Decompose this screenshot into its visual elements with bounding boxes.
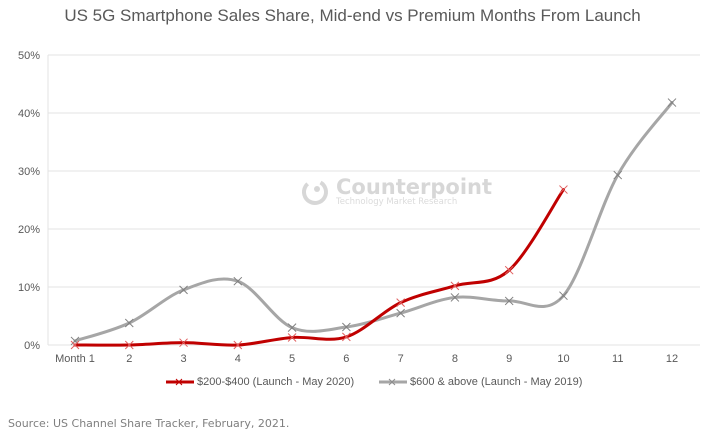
x-tick-label: 7 [398, 353, 404, 365]
gridlines [47, 54, 700, 346]
watermark-subtitle: Technology Market Research [336, 197, 458, 207]
series-line [73, 101, 674, 343]
watermark-brand: Counterpoint [336, 175, 493, 199]
legend-label-premium: $600 & above (Launch - May 2019) [410, 376, 583, 388]
x-tick-label: 8 [452, 353, 458, 365]
y-tick-label: 50% [18, 50, 40, 62]
x-tick-label: 10 [557, 353, 569, 365]
data-point-marker[interactable] [613, 170, 623, 180]
data-point-marker[interactable] [450, 281, 460, 291]
chart-title: US 5G Smartphone Sales Share, Mid-end vs… [64, 6, 641, 25]
series-mid-end [70, 185, 568, 350]
y-tick-label: 40% [18, 108, 40, 120]
x-tick-label: 9 [506, 353, 512, 365]
data-point-marker[interactable] [233, 340, 243, 350]
x-tick-label: 11 [612, 353, 623, 365]
x-tick-label: 2 [126, 353, 132, 365]
legend-item-premium[interactable]: $600 & above (Launch - May 2019) [378, 376, 582, 388]
legend-marker-premium [379, 378, 407, 386]
x-tick-label: 4 [235, 353, 241, 365]
data-point-marker[interactable] [124, 318, 134, 328]
data-point-marker[interactable] [504, 296, 514, 306]
data-point-marker[interactable] [396, 298, 405, 308]
data-point-marker[interactable] [179, 338, 188, 348]
legend-label-mid-end: $200-$400 (Launch - May 2020) [197, 376, 355, 388]
y-tick-label: 0% [24, 340, 40, 352]
data-point-marker[interactable] [287, 333, 297, 342]
data-point-marker[interactable] [179, 285, 188, 295]
counterpoint-logo-icon [302, 179, 328, 205]
x-tick-label: Month 1 [55, 353, 95, 365]
legend-marker-mid-end [166, 378, 194, 386]
data-point-marker[interactable] [233, 276, 243, 286]
watermark: Counterpoint Technology Market Research [300, 177, 492, 207]
line-chart: 0% 10% 20% 30% 40% 50% Month 1 2 3 4 5 6 7 8 9 10 11 12 [18, 50, 700, 365]
source-note: Source: US Channel Share Tracker, Februa… [8, 417, 290, 430]
series-group [70, 98, 677, 350]
x-tick-label: 3 [180, 353, 186, 365]
data-point-marker[interactable] [342, 322, 351, 332]
y-axis-ticks: 0% 10% 20% 30% 40% 50% [18, 50, 40, 352]
data-point-marker[interactable] [559, 185, 568, 194]
series-premium [70, 98, 677, 346]
y-tick-label: 30% [18, 166, 40, 178]
data-point-marker[interactable] [396, 308, 405, 318]
series-line [73, 188, 565, 347]
data-point-marker[interactable] [559, 291, 568, 301]
x-axis-ticks: Month 1 2 3 4 5 6 7 8 9 10 11 12 [55, 353, 678, 365]
x-tick-label: 5 [289, 353, 295, 365]
data-point-marker[interactable] [450, 293, 460, 302]
data-point-marker[interactable] [667, 98, 677, 107]
legend-item-mid-end[interactable]: $200-$400 (Launch - May 2020) [165, 376, 354, 388]
x-tick-label: 12 [666, 353, 678, 365]
data-point-marker[interactable] [124, 340, 134, 350]
x-tick-label: 6 [343, 353, 349, 365]
y-tick-label: 20% [18, 224, 40, 236]
data-point-marker[interactable] [504, 265, 514, 275]
data-point-marker[interactable] [287, 323, 297, 332]
data-point-marker[interactable] [70, 340, 80, 350]
y-tick-label: 10% [18, 282, 40, 294]
data-point-marker[interactable] [342, 332, 351, 342]
